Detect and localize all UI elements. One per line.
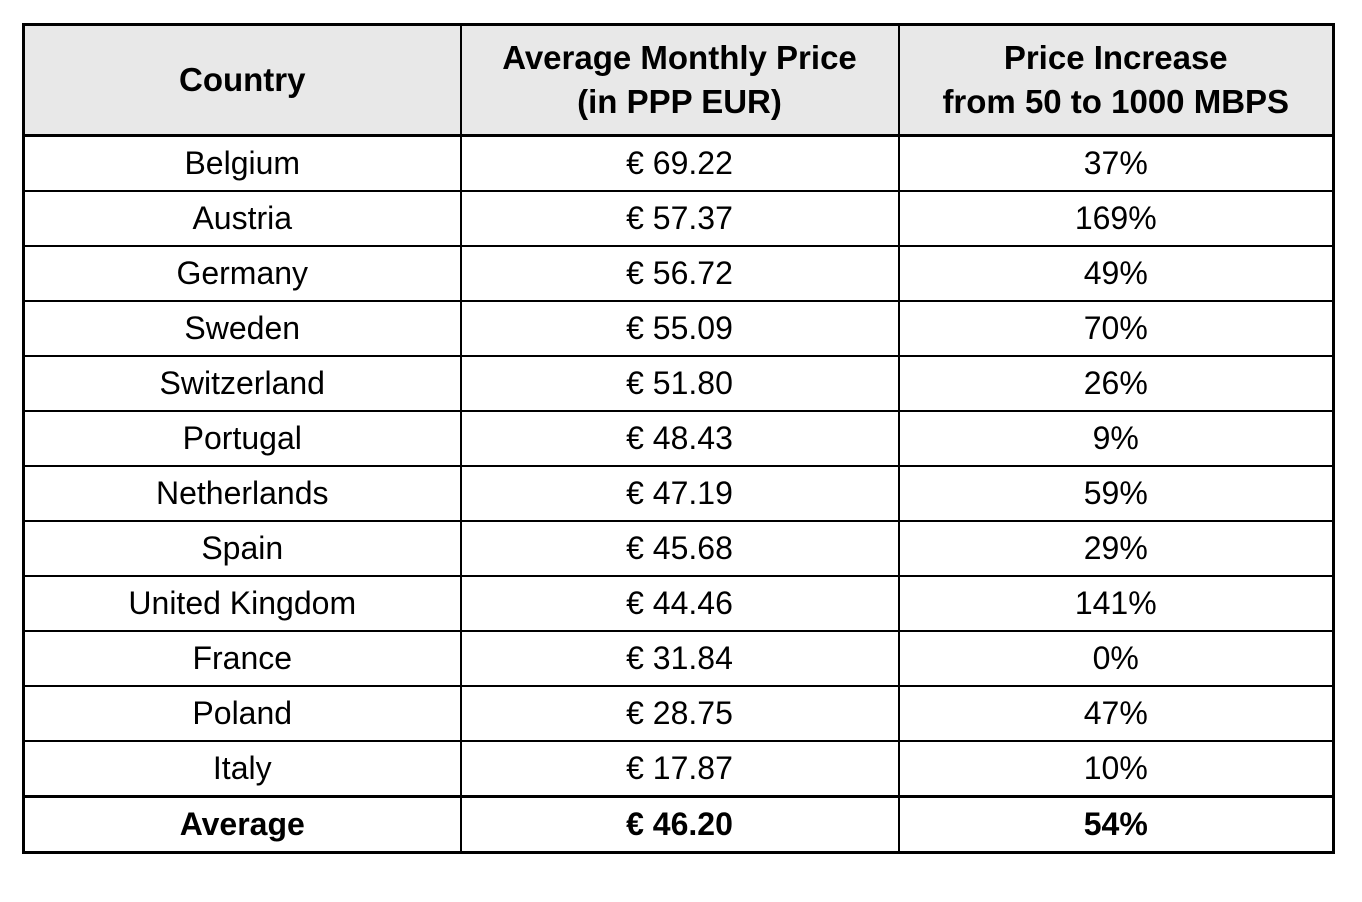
increase-cell: 9% bbox=[897, 410, 1335, 467]
table-row: Switzerland € 51.80 26% bbox=[22, 355, 1335, 412]
price-cell: € 17.87 bbox=[459, 740, 900, 798]
average-price-cell: € 46.20 bbox=[459, 795, 900, 854]
price-cell: € 48.43 bbox=[459, 410, 900, 467]
country-cell: Portugal bbox=[22, 410, 462, 467]
table-row: Spain € 45.68 29% bbox=[22, 520, 1335, 577]
country-cell: Germany bbox=[22, 245, 462, 302]
table-row: Netherlands € 47.19 59% bbox=[22, 465, 1335, 522]
table-row: Poland € 28.75 47% bbox=[22, 685, 1335, 742]
table-row: France € 31.84 0% bbox=[22, 630, 1335, 687]
increase-cell: 37% bbox=[897, 134, 1335, 192]
price-cell: € 44.46 bbox=[459, 575, 900, 632]
price-cell: € 45.68 bbox=[459, 520, 900, 577]
country-cell: Switzerland bbox=[22, 355, 462, 412]
average-row: Average € 46.20 54% bbox=[22, 795, 1335, 854]
price-cell: € 55.09 bbox=[459, 300, 900, 357]
country-cell: Belgium bbox=[22, 134, 462, 192]
table-row: Italy € 17.87 10% bbox=[22, 740, 1335, 798]
increase-cell: 59% bbox=[897, 465, 1335, 522]
country-cell: United Kingdom bbox=[22, 575, 462, 632]
price-cell: € 28.75 bbox=[459, 685, 900, 742]
price-cell: € 69.22 bbox=[459, 134, 900, 192]
header-price-line2: (in PPP EUR) bbox=[577, 83, 782, 120]
header-row: Country Average Monthly Price (in PPP EU… bbox=[22, 23, 1335, 137]
price-cell: € 47.19 bbox=[459, 465, 900, 522]
header-cell-price: Average Monthly Price (in PPP EUR) bbox=[459, 23, 900, 137]
increase-cell: 49% bbox=[897, 245, 1335, 302]
price-cell: € 57.37 bbox=[459, 190, 900, 247]
table-row: Germany € 56.72 49% bbox=[22, 245, 1335, 302]
price-cell: € 56.72 bbox=[459, 245, 900, 302]
table-header: Country Average Monthly Price (in PPP EU… bbox=[22, 23, 1335, 137]
table-row: Portugal € 48.43 9% bbox=[22, 410, 1335, 467]
header-cell-increase: Price Increase from 50 to 1000 MBPS bbox=[897, 23, 1335, 137]
increase-cell: 29% bbox=[897, 520, 1335, 577]
country-cell: Italy bbox=[22, 740, 462, 798]
broadband-price-table: Country Average Monthly Price (in PPP EU… bbox=[22, 23, 1335, 854]
increase-cell: 141% bbox=[897, 575, 1335, 632]
header-increase-line2: from 50 to 1000 MBPS bbox=[942, 83, 1290, 120]
header-increase-line1: Price Increase bbox=[1003, 39, 1228, 77]
increase-cell: 26% bbox=[897, 355, 1335, 412]
header-price-line1: Average Monthly Price bbox=[502, 39, 857, 77]
country-cell: France bbox=[22, 630, 462, 687]
country-cell: Sweden bbox=[22, 300, 462, 357]
price-cell: € 51.80 bbox=[459, 355, 900, 412]
average-label-cell: Average bbox=[22, 795, 462, 854]
increase-cell: 47% bbox=[897, 685, 1335, 742]
table-row: Sweden € 55.09 70% bbox=[22, 300, 1335, 357]
increase-cell: 169% bbox=[897, 190, 1335, 247]
increase-cell: 10% bbox=[897, 740, 1335, 798]
price-cell: € 31.84 bbox=[459, 630, 900, 687]
country-cell: Poland bbox=[22, 685, 462, 742]
increase-cell: 70% bbox=[897, 300, 1335, 357]
increase-cell: 0% bbox=[897, 630, 1335, 687]
header-cell-country: Country bbox=[22, 23, 462, 137]
average-increase-cell: 54% bbox=[897, 795, 1335, 854]
broadband-price-table-container: Country Average Monthly Price (in PPP EU… bbox=[22, 23, 1335, 854]
header-country-label: Country bbox=[179, 61, 306, 99]
table-row: Belgium € 69.22 37% bbox=[22, 134, 1335, 192]
country-cell: Spain bbox=[22, 520, 462, 577]
country-cell: Netherlands bbox=[22, 465, 462, 522]
table-row: Austria € 57.37 169% bbox=[22, 190, 1335, 247]
country-cell: Austria bbox=[22, 190, 462, 247]
table-body: Belgium € 69.22 37% Austria € 57.37 169%… bbox=[22, 134, 1335, 854]
table-row: United Kingdom € 44.46 141% bbox=[22, 575, 1335, 632]
